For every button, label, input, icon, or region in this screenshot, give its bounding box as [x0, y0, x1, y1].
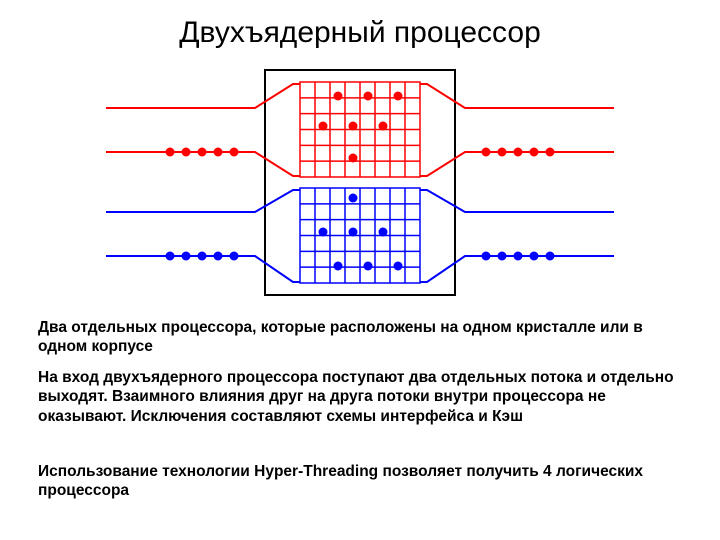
- page-title: Двухъядерный процессор: [0, 16, 720, 50]
- paragraph-1: Два отдельных процессора, которые распол…: [38, 318, 682, 357]
- paragraph-3: Использование технологии Hyper-Threading…: [38, 462, 682, 501]
- processor-diagram: [60, 60, 660, 305]
- paragraph-2: На вход двухъядерного процессора поступа…: [38, 368, 682, 426]
